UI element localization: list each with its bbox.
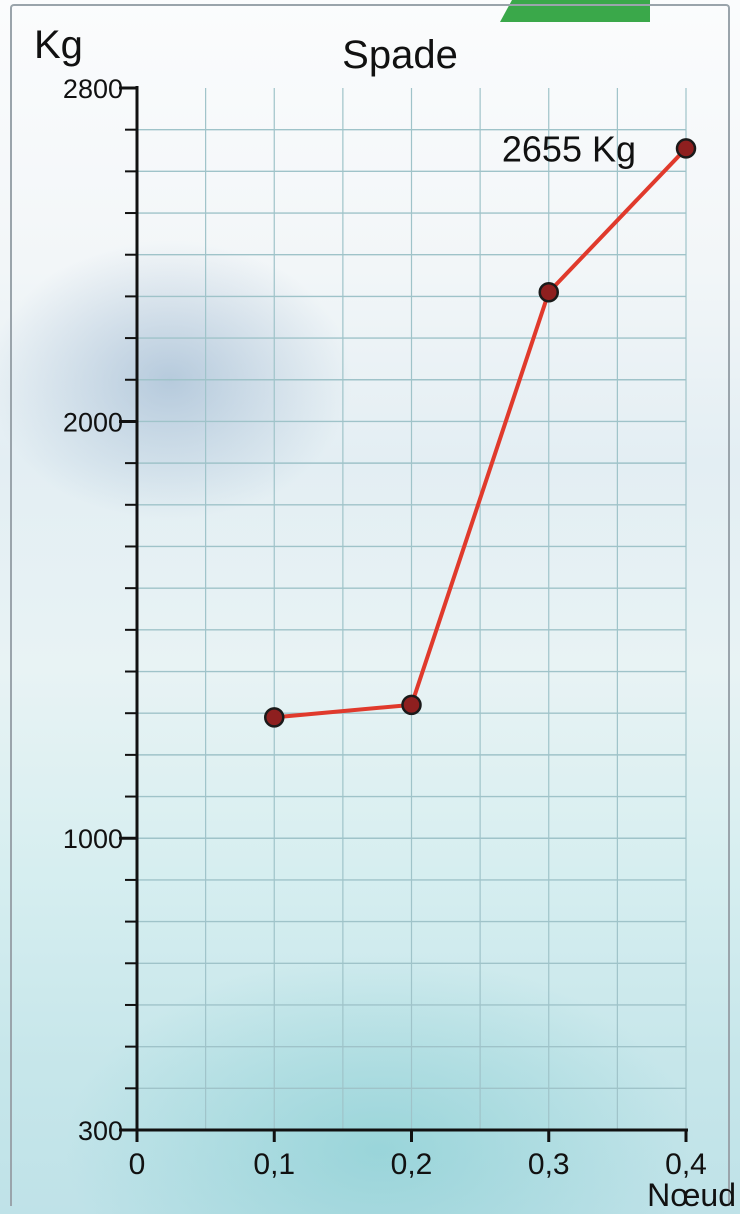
y-tick-label: 2000 [63, 407, 123, 437]
y-tick-label: 2800 [63, 74, 123, 104]
y-axis-label: Kg [34, 23, 83, 67]
y-axis-ticks: 300 1000 2000 2800 [63, 74, 137, 1146]
chart-title: Spade [342, 33, 458, 77]
x-tick-label: 0,1 [253, 1148, 295, 1181]
x-tick-label: 0,2 [391, 1148, 433, 1181]
x-axis-label: Nœud [647, 1177, 736, 1213]
data-point [538, 281, 559, 303]
x-tick-label: 0 [129, 1148, 146, 1181]
y-tick-label: 1000 [63, 824, 123, 854]
chart-frame [10, 4, 730, 1206]
grid [137, 88, 687, 1130]
annotation-label: 2655 Kg [502, 128, 636, 169]
x-tick-label: 0,4 [665, 1148, 707, 1181]
series-line [274, 147, 688, 720]
x-tick-label: 0,3 [528, 1148, 570, 1181]
axes [123, 86, 688, 1132]
data-point [401, 694, 422, 716]
data-point [264, 707, 285, 728]
y-tick-label: 300 [78, 1116, 123, 1146]
data-point [675, 138, 697, 159]
x-axis-ticks: 0 0,1 0,2 0,3 0,4 [129, 1130, 707, 1181]
series [264, 138, 697, 728]
